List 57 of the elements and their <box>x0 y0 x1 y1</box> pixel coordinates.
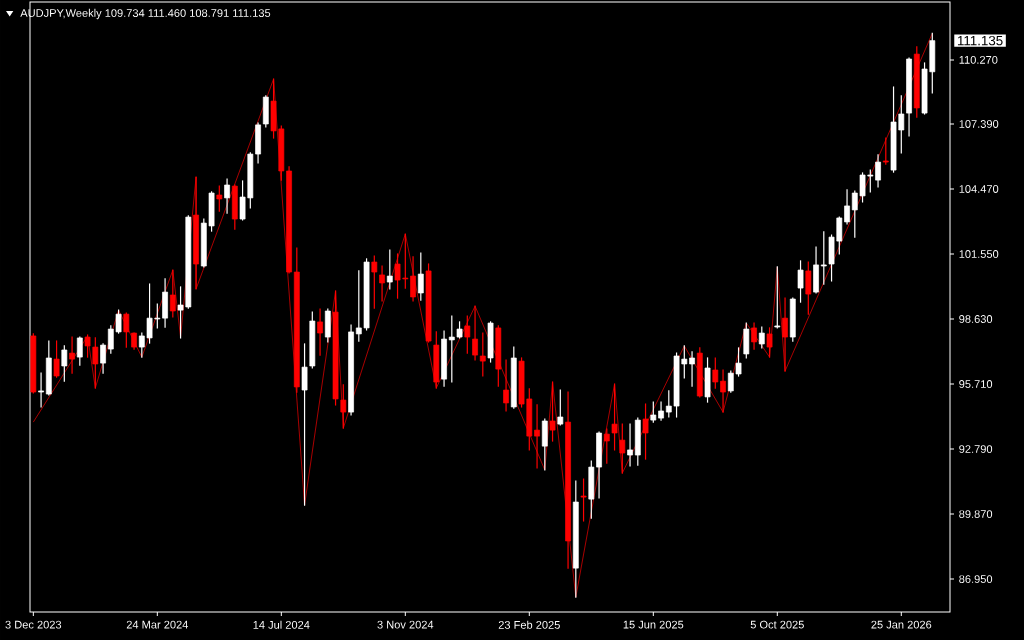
candlestick <box>774 266 781 329</box>
line-series <box>32 33 933 598</box>
candlestick <box>386 249 393 290</box>
candlestick <box>782 297 788 372</box>
candlestick <box>464 315 471 354</box>
text: 111.135 <box>957 35 1003 46</box>
candlestick <box>479 332 486 377</box>
candlestick <box>69 336 75 374</box>
candlestick <box>472 305 478 361</box>
y-tick-label: 89.870 <box>959 510 993 518</box>
x-tick-label: 14 Jul 2024 <box>253 620 310 629</box>
candlestick <box>627 423 633 467</box>
candlestick <box>503 359 509 412</box>
text: AUDJPY,Weekly 109.734 111.460 108.791 111.135 <box>20 8 271 20</box>
candlestick <box>317 308 323 356</box>
x-tick-label: 25 Jan 2026 <box>871 620 932 629</box>
candlestick <box>751 322 757 350</box>
candlestick <box>76 336 83 366</box>
candlestick <box>844 189 850 225</box>
candlestick <box>766 327 773 358</box>
candlestick <box>875 154 881 188</box>
candlestick <box>720 369 726 413</box>
candlestick <box>882 137 889 165</box>
candlestick <box>53 340 60 378</box>
candlestick <box>642 403 649 460</box>
candlestick <box>216 185 223 212</box>
x-tick-label: 24 Mar 2024 <box>126 620 189 629</box>
candlestick <box>100 343 106 374</box>
y-tick-label: 110.270 <box>959 55 998 64</box>
candlestick <box>580 478 587 522</box>
candlestick <box>379 265 385 302</box>
candlestick <box>797 260 804 303</box>
candlestick <box>758 326 765 349</box>
candlestick <box>169 269 176 318</box>
x-tick-label: 5 Oct 2025 <box>750 620 804 629</box>
y-tick-label: 86.950 <box>959 575 993 583</box>
y-tick-label: 92.790 <box>959 445 993 453</box>
x-tick-label: 23 Feb 2025 <box>498 620 560 629</box>
candlestick <box>38 372 44 408</box>
candlestick <box>557 389 564 426</box>
candlestick <box>712 357 719 389</box>
y-tick-label: 107.390 <box>959 120 999 128</box>
candlestick <box>417 252 424 301</box>
y-tick-label: 98.630 <box>959 315 993 323</box>
candlestick <box>549 381 556 442</box>
y-tick-label: 95.710 <box>959 380 993 388</box>
candlestick <box>371 255 378 309</box>
candlestick <box>689 351 695 387</box>
x-tick-label: 15 Jun 2025 <box>623 620 684 629</box>
candlestick <box>805 261 812 315</box>
y-tick-label: 101.550 <box>959 250 999 258</box>
x-tick-label: 3 Nov 2024 <box>377 620 434 629</box>
candlestick <box>224 178 230 214</box>
x-tick-label: 3 Dec 2023 <box>5 620 62 629</box>
candlestick <box>61 345 68 382</box>
y-tick-label: 104.470 <box>959 185 999 193</box>
candlestick <box>619 423 626 474</box>
